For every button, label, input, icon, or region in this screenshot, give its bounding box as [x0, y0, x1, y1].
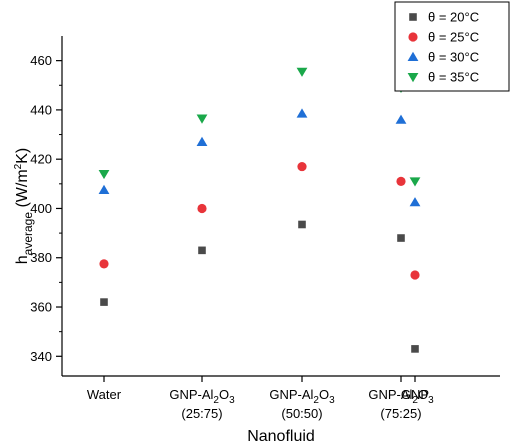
data-point — [409, 177, 421, 187]
data-point — [411, 345, 419, 353]
data-point — [100, 298, 108, 306]
data-point — [99, 259, 109, 269]
x-tick-label-line2: (75:25) — [380, 406, 421, 421]
y-tick-label: 400 — [30, 201, 52, 216]
x-axis-title: Nanofluid — [247, 428, 315, 445]
data-point — [410, 270, 420, 280]
data-point — [396, 176, 406, 186]
data-point — [196, 114, 208, 124]
data-point — [395, 114, 407, 124]
y-tick-label: 440 — [30, 102, 52, 117]
legend-marker — [407, 73, 419, 83]
x-tick-label: Water — [87, 387, 122, 402]
data-point — [98, 169, 110, 180]
data-point — [409, 197, 421, 207]
x-tick-label: GNP-Al2O3 — [368, 387, 434, 406]
y-title-unit-end: K) — [14, 148, 31, 164]
x-ticks: Water GNP-Al2O3(25:75)GNP-Al2O3(50:50)GNP… — [87, 376, 434, 421]
data-point — [198, 246, 206, 255]
data-point — [297, 161, 307, 172]
legend-label: θ = 25°C — [428, 30, 479, 45]
data-point — [296, 108, 308, 118]
data-point — [296, 67, 308, 77]
data-point — [196, 136, 208, 146]
legend-marker — [407, 51, 419, 61]
legend-label: θ = 20°C — [428, 10, 479, 25]
data-points — [98, 67, 421, 353]
legend-label: θ = 30°C — [428, 50, 479, 65]
y-ticks: 340 360 380 400 420 440 460 — [30, 53, 62, 364]
y-tick-label: 420 — [30, 152, 52, 167]
y-title-unit-sup: 2 — [13, 163, 24, 169]
y-axis-title: haverage (W/m2K) — [13, 148, 35, 265]
y-title-unit: (W/m — [14, 169, 31, 212]
legend: θ = 20°C θ = 25°C θ = 30°C θ = 35°C — [394, 1, 510, 92]
x-tick-label: GNP-Al2O3 — [269, 387, 335, 406]
data-point — [298, 220, 306, 229]
y-tick-label: 460 — [30, 53, 52, 68]
data-point — [98, 184, 110, 194]
x-tick-label: GNP-Al2O3 — [169, 387, 235, 406]
x-tick-label-line2: (50:50) — [281, 406, 322, 421]
y-tick-label: 380 — [30, 250, 52, 265]
data-point — [397, 234, 405, 242]
legend-marker — [409, 13, 417, 21]
legend-marker — [408, 32, 418, 42]
y-title-main: h — [14, 255, 31, 264]
plot-area — [61, 36, 500, 377]
x-tick-label: GNP — [401, 387, 429, 402]
y-tick-label: 360 — [30, 300, 52, 315]
data-point — [197, 203, 207, 214]
y-tick-label: 340 — [30, 349, 52, 364]
legend-label: θ = 35°C — [428, 70, 479, 85]
x-tick-label-line2: (25:75) — [181, 406, 222, 421]
y-title-sub: average — [21, 212, 35, 256]
